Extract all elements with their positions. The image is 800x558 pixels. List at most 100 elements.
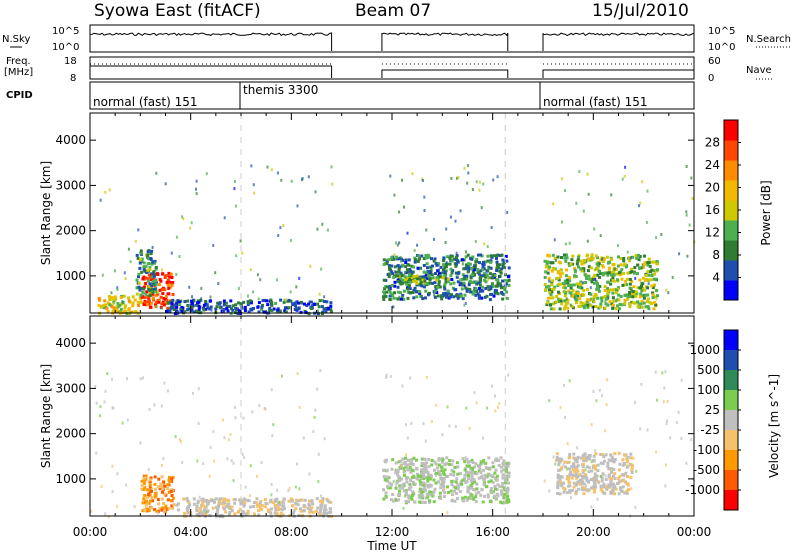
echo-cell [472,290,476,294]
echo-cell [592,299,596,303]
echo-cell [426,476,430,480]
echo-cell [596,296,600,300]
echo-cell [545,285,548,289]
echo-cell [256,273,259,277]
echo-cell [504,282,508,286]
echo-cell [430,273,434,277]
echo-cell [388,268,392,272]
echo-cell [563,290,566,293]
echo-cell [562,463,565,467]
echo-cell [593,487,596,491]
echo-cell [443,462,447,466]
echo-cell [607,467,611,471]
echo-cell [248,299,252,303]
echo-cell [263,310,267,314]
echo-cell [294,507,298,511]
echo-cell [463,274,467,278]
echo-cell [206,509,210,513]
echo-cell [383,292,387,296]
echo-cell [233,187,236,191]
echo-cell [414,466,418,470]
echo-cell [416,266,420,270]
echo-cell [190,301,194,305]
echo-cell [581,468,585,472]
echo-cell [270,482,273,486]
echo-cell [143,479,147,483]
echo-cell [320,312,324,316]
echo-cell [479,460,483,464]
echo-cell [478,180,481,184]
echo-cell [104,389,107,393]
echo-cell [495,256,498,260]
echo-cell [613,452,617,456]
echo-cell [382,290,386,294]
echo-cell [563,256,567,260]
echo-cell [198,506,202,510]
echo-cell [465,464,469,468]
echo-cell [455,251,458,255]
echo-cell [170,477,174,481]
echo-cell [272,307,276,311]
echo-cell [557,300,561,303]
echo-cell [442,276,445,280]
echo-cell [151,245,154,249]
echo-cell [298,405,301,409]
echo-cell [112,301,115,305]
echo-cell [434,462,438,466]
echo-cell [435,263,439,267]
colorbar-swatch [724,260,738,281]
echo-cell [551,261,555,265]
echo-cell [402,489,406,493]
echo-cell [499,271,503,275]
echo-cell [584,475,588,479]
echo-cell [110,291,113,295]
echo-cell [448,262,452,266]
echo-cell [591,485,595,489]
echo-cell [612,263,616,267]
echo-cell [555,258,557,262]
echo-cell [461,457,465,461]
echo-cell [423,279,427,283]
echo-cell [614,307,618,311]
echo-cell [177,300,181,304]
echo-cell [230,509,234,513]
echo-cell [484,475,488,479]
echo-cell [431,494,435,498]
echo-cell [592,476,596,480]
echo-cell [396,285,400,289]
echo-cell [190,299,194,303]
echo-cell [574,301,578,305]
echo-cell [142,261,146,265]
echo-cell [592,281,596,285]
echo-cell [413,258,417,262]
echo-cell [160,302,164,306]
echo-cell [202,303,206,307]
echo-cell [412,265,416,269]
echo-cell [552,302,556,306]
echo-cell [233,405,236,409]
echo-cell [142,482,146,486]
echo-cell [218,301,222,305]
echo-cell [608,476,612,480]
echo-cell [285,298,288,302]
echo-cell [485,273,489,277]
echo-cell [241,510,245,514]
power-echoes [97,113,696,316]
echo-cell [582,281,584,285]
echo-cell [621,463,625,467]
echo-cell [150,249,154,253]
echo-cell [181,215,184,219]
echo-cell [397,267,401,271]
echo-cell [556,484,560,488]
echo-cell [432,494,435,498]
echo-cell [247,301,251,305]
echo-cell [654,295,658,299]
echo-cell [585,287,589,291]
echo-cell [576,464,580,468]
echo-cell [600,489,604,493]
echo-cell [468,471,471,475]
echo-cell [392,276,396,279]
echo-cell [473,391,476,395]
echo-cell [196,499,200,503]
echo-cell [278,309,282,313]
